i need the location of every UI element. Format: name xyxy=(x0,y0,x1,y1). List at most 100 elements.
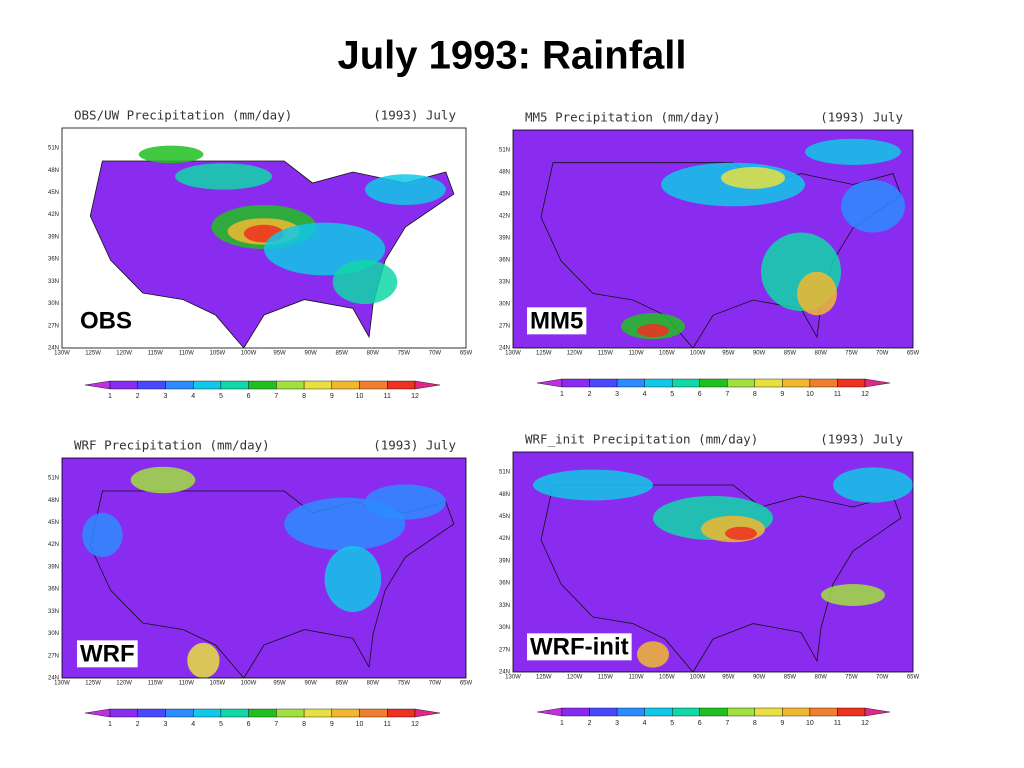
colorbar-segment xyxy=(220,380,249,390)
colorbar-label: 9 xyxy=(780,720,784,727)
land xyxy=(540,484,902,672)
precip-area xyxy=(324,546,382,612)
colorbar-label: 11 xyxy=(384,721,391,728)
map-area xyxy=(62,128,466,348)
colorbar-segment xyxy=(387,380,416,390)
colorbar-end xyxy=(864,378,891,388)
lon-label: 100W xyxy=(690,351,706,357)
colorbar-segment xyxy=(616,378,645,388)
lon-label: 75W xyxy=(398,351,411,357)
colorbar-label: 5 xyxy=(219,721,223,728)
lon-label: 105W xyxy=(210,351,226,357)
lat-label: 42N xyxy=(48,212,59,218)
lon-label: 95W xyxy=(273,681,286,687)
lon-label: 120W xyxy=(116,681,132,687)
lon-label: 100W xyxy=(690,675,706,681)
lat-label: 39N xyxy=(499,558,510,564)
lon-label: 110W xyxy=(179,351,195,357)
lon-label: 95W xyxy=(722,351,735,357)
lon-label: 115W xyxy=(598,351,614,357)
colorbar-label: 12 xyxy=(861,720,869,727)
colorbar-label: 8 xyxy=(302,721,306,728)
lon-label: 125W xyxy=(85,681,101,687)
map-panel: OBS/UW Precipitation (mm/day) (1993) July… xyxy=(48,108,473,400)
colorbar-segment xyxy=(276,380,305,390)
lon-label: 115W xyxy=(598,675,614,681)
colorbar-label: 7 xyxy=(725,720,729,727)
lon-label: 80W xyxy=(367,351,380,357)
lon-label: 85W xyxy=(784,675,797,681)
colorbar-segment xyxy=(165,380,194,390)
colorbar-label: 4 xyxy=(643,720,647,727)
lon-label: 130W xyxy=(505,351,521,357)
panel-header: OBS/UW Precipitation (mm/day) xyxy=(74,108,292,123)
panel-label: WRF-init xyxy=(530,633,629,660)
lon-label: 125W xyxy=(85,351,101,357)
precip-area xyxy=(138,145,204,164)
lat-label: 24N xyxy=(499,346,510,352)
lon-label: 125W xyxy=(536,675,552,681)
map-panel: MM5 Precipitation (mm/day) (1993) July 51N… xyxy=(499,110,920,398)
colorbar-label: 3 xyxy=(615,391,619,398)
lon-label: 130W xyxy=(54,351,70,357)
colorbar-end xyxy=(536,378,563,388)
colorbar-label: 1 xyxy=(560,720,564,727)
colorbar-label: 9 xyxy=(780,391,784,398)
colorbar-segment xyxy=(671,707,700,717)
lat-label: 27N xyxy=(499,647,510,653)
colorbar-segment xyxy=(192,380,222,390)
lon-label: 130W xyxy=(54,681,70,687)
precip-area xyxy=(175,163,273,190)
lat-label: 30N xyxy=(48,301,59,307)
precip-area xyxy=(533,469,653,501)
colorbar-label: 1 xyxy=(560,391,564,398)
colorbar-segment xyxy=(754,707,783,717)
panel-header: WRF Precipitation (mm/day) xyxy=(74,438,270,453)
lat-label: 36N xyxy=(48,257,59,263)
colorbar-label: 5 xyxy=(219,393,223,400)
lon-label: 85W xyxy=(336,351,349,357)
colorbar-segment xyxy=(837,707,866,717)
colorbar-label: 9 xyxy=(330,721,334,728)
precip-area xyxy=(187,642,220,678)
colorbar-segment xyxy=(782,378,811,388)
colorbar-segment xyxy=(192,708,222,718)
colorbar-segment xyxy=(303,708,333,718)
lat-label: 36N xyxy=(48,587,59,593)
lon-label: 80W xyxy=(815,675,828,681)
lat-label: 51N xyxy=(499,148,510,154)
lon-label: 65W xyxy=(460,681,473,687)
colorbar-label: 7 xyxy=(725,391,729,398)
colorbar-segment xyxy=(561,707,590,717)
lon-label: 110W xyxy=(179,681,195,687)
precip-area xyxy=(637,641,669,668)
colorbar-segment xyxy=(782,707,811,717)
lon-label: 70W xyxy=(429,681,442,687)
colorbar-label: 8 xyxy=(753,720,757,727)
lon-label: 100W xyxy=(241,351,257,357)
lon-label: 65W xyxy=(907,675,920,681)
colorbar-segment xyxy=(699,378,728,388)
colorbar-label: 8 xyxy=(302,393,306,400)
lon-label: 120W xyxy=(567,675,583,681)
colorbar-label: 12 xyxy=(861,391,869,398)
colorbar-label: 10 xyxy=(806,391,814,398)
precip-area xyxy=(365,174,446,206)
lat-label: 42N xyxy=(499,536,510,542)
lon-label: 80W xyxy=(367,681,380,687)
lat-label: 39N xyxy=(499,236,510,242)
colorbar-segment xyxy=(220,708,249,718)
lat-label: 27N xyxy=(499,324,510,330)
lon-label: 80W xyxy=(815,351,828,357)
colorbar-segment xyxy=(387,708,416,718)
lat-label: 45N xyxy=(499,514,510,520)
colorbar-label: 3 xyxy=(164,393,168,400)
colorbar-segment xyxy=(727,707,756,717)
precip-area xyxy=(841,180,905,233)
map-frame xyxy=(61,127,467,349)
colorbar-end xyxy=(84,380,111,390)
colorbar-segment xyxy=(109,708,138,718)
lat-label: 30N xyxy=(48,631,59,637)
colorbar-label: 7 xyxy=(274,721,278,728)
